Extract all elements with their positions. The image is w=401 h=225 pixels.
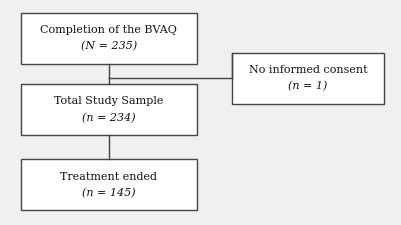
Text: Completion of the BVAQ: Completion of the BVAQ (41, 25, 177, 35)
Text: (n = 145): (n = 145) (82, 188, 136, 198)
Text: (n = 234): (n = 234) (82, 112, 136, 123)
FancyBboxPatch shape (21, 159, 196, 210)
Text: Treatment ended: Treatment ended (61, 172, 158, 182)
FancyBboxPatch shape (232, 52, 384, 104)
Text: Total Study Sample: Total Study Sample (54, 96, 164, 106)
Text: No informed consent: No informed consent (249, 65, 367, 75)
Text: (N = 235): (N = 235) (81, 41, 137, 52)
FancyBboxPatch shape (21, 13, 196, 64)
FancyBboxPatch shape (21, 84, 196, 135)
Text: (n = 1): (n = 1) (288, 81, 328, 92)
